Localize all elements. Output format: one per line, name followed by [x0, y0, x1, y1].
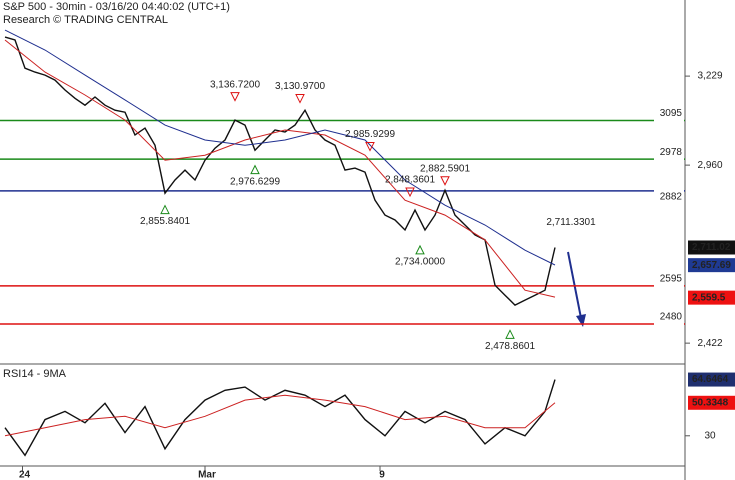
level-label-bg [654, 152, 684, 166]
annotation: 2,711.3301 [546, 217, 596, 228]
annotation: 2,478.8601 [485, 341, 535, 352]
high-marker [405, 187, 415, 198]
series-line [4, 379, 556, 457]
price-tag-label: 2,711.02 [692, 242, 731, 253]
level-label: 2480 [660, 312, 683, 323]
x-tick-label: 24 [19, 470, 31, 480]
price-tag-label: 2,559.5 [692, 292, 726, 303]
y-tick-label: 2,422 [697, 338, 722, 349]
price-tag [688, 258, 735, 273]
price-tag [688, 395, 735, 410]
low-marker [505, 329, 515, 339]
low-marker [415, 244, 425, 255]
y-tick-label: 30 [704, 430, 716, 441]
chart-subtitle: Research © TRADING CENTRAL [3, 14, 168, 26]
series-line [4, 39, 556, 298]
annotation: 2,848.3601 [385, 175, 435, 186]
price-tag-label: 2,657.69 [692, 260, 731, 271]
annotation: 2,855.8401 [140, 216, 190, 227]
level-label-bg [654, 278, 684, 292]
annotation: 3,130.9700 [275, 81, 325, 92]
level-label-bg [654, 316, 684, 330]
rsi-title: RSI14 - 9MA [3, 368, 67, 380]
forecast-arrow [567, 251, 582, 319]
high-marker [440, 176, 450, 186]
annotation: 3,136.7200 [210, 79, 260, 90]
annotation: 2,882.5901 [420, 163, 470, 174]
price-tag [688, 240, 735, 255]
low-marker [160, 204, 170, 215]
y-tick-label: 2,960 [697, 160, 722, 171]
chart-title: S&P 500 - 30min - 03/16/20 04:40:02 (UTC… [3, 1, 230, 13]
level-label: 2595 [660, 274, 683, 285]
price-tag-label: 64.6464 [692, 374, 729, 385]
low-marker [250, 164, 260, 175]
high-marker [230, 92, 240, 102]
level-label-bg [654, 113, 684, 127]
y-tick-label: 3,229 [697, 71, 722, 82]
level-label: 3095 [660, 108, 683, 119]
price-tag [688, 372, 735, 387]
x-tick-label: 9 [379, 470, 385, 480]
annotation: 2,734.0000 [395, 257, 445, 268]
level-label-bg [654, 183, 684, 197]
level-label: 2882 [660, 192, 683, 203]
annotation: 2,976.6299 [230, 176, 280, 187]
price-tag-label: 50.3348 [692, 397, 729, 408]
price-tag [688, 290, 735, 305]
high-marker [365, 142, 375, 152]
annotation: 2,985.9299 [345, 129, 395, 140]
high-marker [295, 94, 305, 104]
series-line [4, 29, 556, 266]
x-tick-label: Mar [198, 470, 216, 480]
level-label: 2978 [660, 147, 683, 158]
series-line [4, 394, 556, 437]
